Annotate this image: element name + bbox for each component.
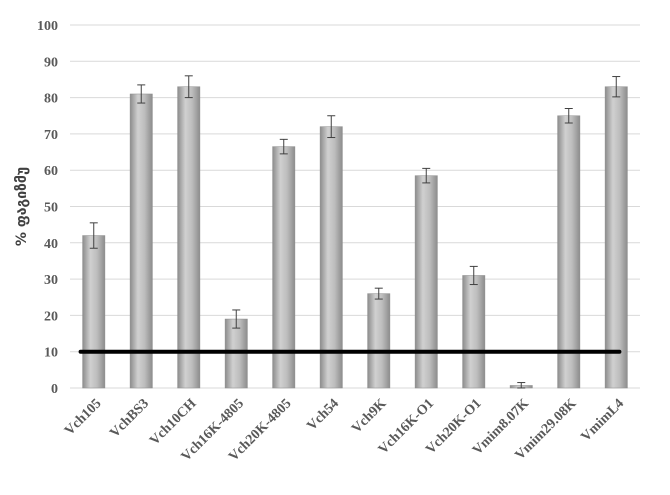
y-tick-label: 20 (44, 309, 58, 324)
error-bar (422, 167, 431, 184)
bar (462, 275, 486, 389)
error-bar (564, 107, 573, 124)
y-tick-label: 0 (51, 382, 58, 397)
error-bar (517, 382, 526, 389)
x-axis-categories: Vch105 VchBS3Vch10CHVch16K-4805Vch20K-480… (62, 396, 627, 464)
x-category-label: Vch9K (349, 396, 389, 436)
y-tick-label: 80 (44, 92, 58, 107)
y-axis-title: % ფაგიზმუ (14, 167, 30, 246)
bar (557, 115, 581, 389)
x-category-label: Vch54 (305, 396, 343, 434)
y-tick-label: 60 (44, 164, 58, 179)
x-category-label: VchBS3 (107, 396, 152, 441)
y-tick-label: 70 (44, 128, 58, 143)
y-tick-label: 40 (44, 237, 58, 252)
bar (319, 126, 343, 389)
y-tick-label: 10 (44, 346, 58, 361)
bar (367, 293, 391, 389)
error-bar (279, 138, 288, 155)
error-bar (89, 222, 98, 249)
y-tick-label: 90 (44, 55, 58, 70)
x-category-label: Vch105 (62, 396, 105, 439)
gridlines (70, 24, 640, 389)
error-bar (137, 84, 146, 104)
error-bar (327, 115, 336, 139)
bar (129, 93, 153, 389)
bar (177, 86, 201, 389)
error-bar (184, 75, 193, 99)
error-bar (374, 287, 383, 300)
y-tick-label: 30 (44, 273, 58, 288)
error-bar (612, 76, 621, 98)
y-tick-label: 50 (44, 201, 58, 216)
error-bars (89, 75, 621, 389)
error-bar (469, 265, 478, 286)
x-category-label: VmimL4 (579, 396, 628, 445)
bars (82, 86, 628, 389)
bar (604, 86, 628, 389)
error-bar (232, 309, 241, 329)
y-axis-ticks: 0 10 20 30 40 50 60 70 80 90 100 (37, 19, 58, 397)
y-tick-label: 100 (37, 19, 58, 34)
bar (82, 235, 106, 389)
bar (414, 175, 438, 389)
